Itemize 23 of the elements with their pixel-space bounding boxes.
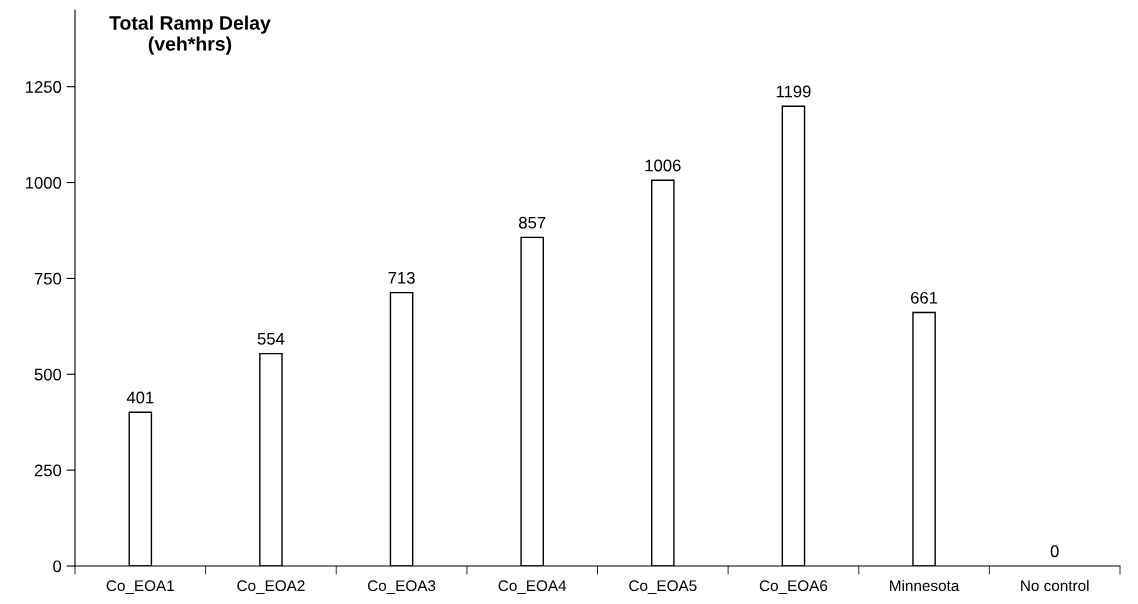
x-tick-label: Co_EOA3: [367, 580, 436, 594]
x-tick-label: No control: [1021, 579, 1089, 592]
y-tick-label: 0: [53, 560, 62, 573]
x-tick-label: Co_EOA5: [629, 580, 697, 594]
y-axis-title: Total Ramp Delay (veh*hrs): [109, 15, 271, 55]
x-tick-label: Co_EOA4: [498, 580, 567, 594]
y-tick-label: 250: [34, 464, 62, 477]
x-tick-label: Minnesota: [890, 579, 960, 592]
y-tick-label: 1250: [26, 81, 62, 93]
data-label: 401: [126, 391, 154, 404]
x-tick-label: Co_EOA1: [106, 580, 174, 594]
y-tick-label: 500: [34, 368, 62, 381]
y-tick-label: 1000: [26, 176, 62, 189]
data-label: 0: [1050, 545, 1059, 558]
data-label: 713: [388, 271, 415, 284]
y-tick-label: 750: [34, 272, 62, 285]
data-label: 857: [519, 216, 546, 229]
data-label: 554: [257, 333, 285, 345]
data-label: 1006: [645, 159, 681, 172]
x-tick-label: Co_EOA6: [759, 580, 828, 594]
data-label: 1199: [776, 85, 811, 98]
x-tick-label: Co_EOA2: [237, 580, 305, 594]
data-label: 661: [911, 291, 938, 304]
